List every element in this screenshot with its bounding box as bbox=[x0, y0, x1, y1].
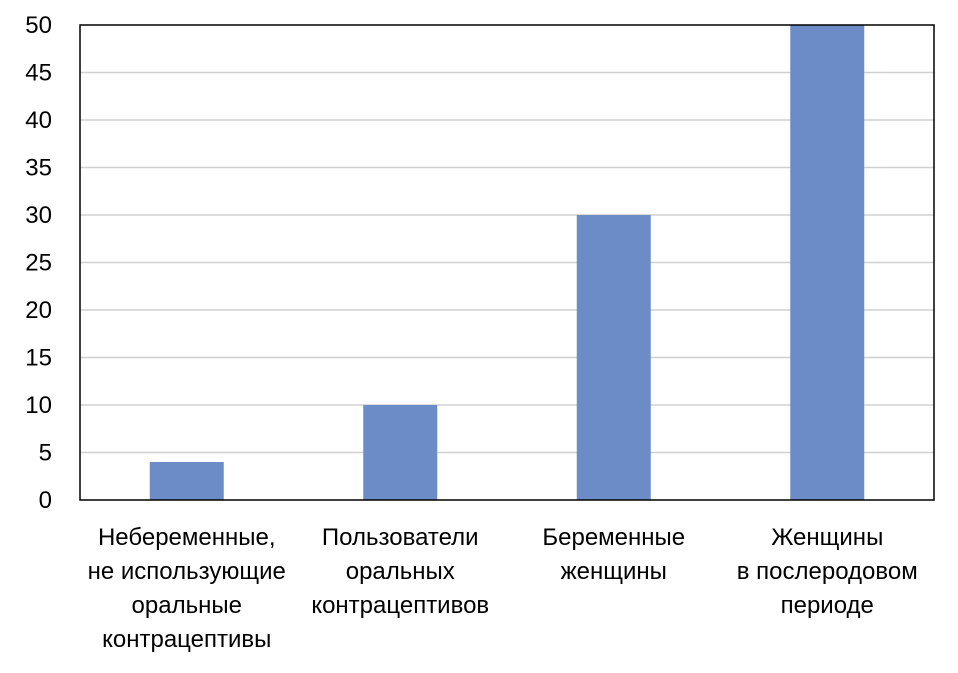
x-category-label-line: периоде bbox=[781, 592, 874, 619]
x-category-label-line: контрацептивов bbox=[311, 592, 489, 619]
bars bbox=[149, 25, 865, 500]
x-category-label: Небеременные, не использующие оральные конт… bbox=[88, 524, 286, 653]
x-category-label-line: женщины bbox=[561, 558, 667, 585]
x-category-label-line: Пользователи bbox=[322, 524, 479, 551]
y-tick-label: 20 bbox=[25, 297, 52, 324]
bar bbox=[149, 462, 224, 500]
x-category-label-line: Небеременные, bbox=[98, 524, 276, 551]
x-category-label-line: Беременные bbox=[542, 524, 685, 551]
y-tick-label: 40 bbox=[25, 107, 52, 134]
x-axis-category-labels: Небеременные, не использующие оральные конт… bbox=[88, 524, 918, 653]
y-axis-tick-labels: 0 5 10 15 20 25 30 35 40 45 50 bbox=[25, 12, 52, 514]
y-tick-label: 30 bbox=[25, 202, 52, 229]
y-tick-label: 35 bbox=[25, 155, 52, 182]
x-category-label: Женщины в послеродовом периоде bbox=[737, 524, 918, 619]
x-category-label-line: не использующие bbox=[88, 558, 286, 585]
x-category-label: Пользователи оральных контрацептивов bbox=[311, 524, 489, 619]
bar bbox=[576, 215, 651, 500]
bar bbox=[363, 405, 438, 500]
y-tick-label: 5 bbox=[39, 440, 52, 467]
x-category-label-line: оральные bbox=[132, 592, 242, 619]
y-tick-label: 25 bbox=[25, 250, 52, 277]
bar bbox=[790, 25, 865, 500]
y-tick-label: 45 bbox=[25, 60, 52, 87]
x-category-label: Беременные женщины bbox=[542, 524, 685, 585]
x-category-label-line: контрацептивы bbox=[102, 626, 271, 653]
x-category-label-line: Женщины bbox=[771, 524, 883, 551]
y-tick-label: 0 bbox=[39, 487, 52, 514]
y-tick-label: 15 bbox=[25, 345, 52, 372]
plot-area-frame bbox=[79, 24, 935, 501]
x-category-label-line: в послеродовом bbox=[737, 558, 918, 585]
y-tick-label: 10 bbox=[25, 392, 52, 419]
y-tick-label: 50 bbox=[25, 12, 52, 39]
gridlines bbox=[80, 71, 934, 454]
x-category-label-line: оральных bbox=[346, 558, 455, 585]
